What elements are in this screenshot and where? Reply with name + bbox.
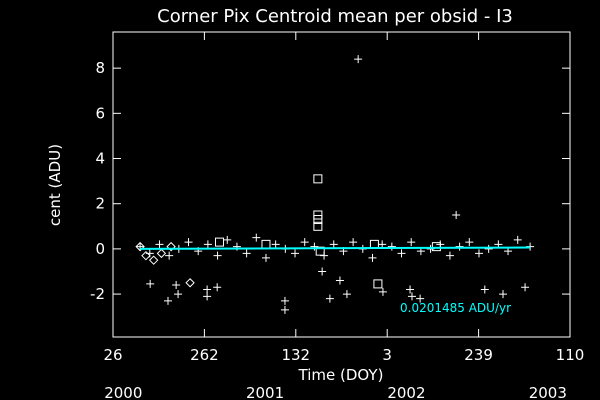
plus-marker xyxy=(498,290,507,299)
diamond-marker xyxy=(166,241,176,252)
x-tick-label: 132 xyxy=(281,346,310,364)
square-marker xyxy=(373,279,383,289)
plus-marker xyxy=(378,240,387,249)
plus-marker xyxy=(203,285,212,294)
plus-marker xyxy=(445,251,454,260)
x-tick-label: 3 xyxy=(382,346,392,364)
plus-marker xyxy=(261,253,270,262)
y-tick-label: -2 xyxy=(90,285,105,303)
plus-marker xyxy=(335,276,344,285)
square-marker xyxy=(313,221,323,231)
plus-marker xyxy=(378,287,387,296)
plus-marker xyxy=(329,240,338,249)
year-label: 2003 xyxy=(529,384,567,400)
year-label: 2000 xyxy=(104,384,142,400)
diamond-marker xyxy=(135,241,145,252)
y-tick-label: 4 xyxy=(95,150,105,168)
plus-marker xyxy=(213,283,222,292)
plus-marker xyxy=(291,249,300,258)
x-axis-label: Time (DOY) xyxy=(298,366,384,384)
diamond-marker xyxy=(148,255,159,265)
y-tick-label: 8 xyxy=(95,59,105,77)
x-tick-label: 26 xyxy=(103,346,122,364)
plus-marker xyxy=(165,251,174,260)
plus-marker xyxy=(407,292,416,301)
square-marker xyxy=(313,174,323,184)
plus-marker xyxy=(480,285,489,294)
plot-frame xyxy=(112,31,571,338)
x-tick-label: 110 xyxy=(556,346,585,364)
diamond-marker xyxy=(141,250,151,261)
plus-marker xyxy=(252,233,261,242)
plus-marker xyxy=(342,290,351,299)
plus-marker xyxy=(223,235,232,244)
plus-marker xyxy=(349,238,358,247)
plus-marker xyxy=(155,240,164,249)
plus-marker xyxy=(146,279,155,288)
diamond-marker xyxy=(185,278,195,288)
plus-marker xyxy=(203,240,212,249)
x-tick-label: 239 xyxy=(464,346,493,364)
plus-marker xyxy=(271,240,280,249)
y-tick-label: 2 xyxy=(95,195,105,213)
plus-marker xyxy=(318,267,327,276)
plus-marker xyxy=(387,242,396,251)
plus-marker xyxy=(300,238,309,247)
square-marker xyxy=(315,246,325,256)
square-marker xyxy=(431,242,441,252)
square-marker xyxy=(313,210,323,220)
plus-marker xyxy=(426,244,435,253)
plus-marker xyxy=(416,294,425,303)
x-tick-label: 262 xyxy=(190,346,219,364)
plus-marker xyxy=(474,249,483,258)
diamond-marker xyxy=(156,248,167,259)
plus-marker xyxy=(213,251,222,260)
y-tick-label: 0 xyxy=(95,240,105,258)
y-axis-label: cent (ADU) xyxy=(46,144,64,226)
plus-marker xyxy=(203,292,212,301)
fit-line xyxy=(140,246,531,250)
plus-marker xyxy=(397,249,406,258)
square-marker xyxy=(313,215,323,225)
plus-marker xyxy=(184,238,193,247)
plus-marker xyxy=(174,290,183,299)
plus-marker xyxy=(513,235,522,244)
chart-title: Corner Pix Centroid mean per obsid - I3 xyxy=(157,6,513,27)
plus-marker xyxy=(406,285,415,294)
year-label: 2001 xyxy=(246,384,284,400)
plus-marker xyxy=(354,55,363,64)
plus-marker xyxy=(368,253,377,262)
plus-marker xyxy=(280,296,289,305)
plus-marker xyxy=(521,283,530,292)
plus-marker xyxy=(280,305,289,314)
plus-marker xyxy=(172,281,181,290)
plus-marker xyxy=(465,238,474,247)
fit-annotation: 0.0201485 ADU/yr xyxy=(400,301,511,315)
year-label: 2002 xyxy=(387,384,425,400)
y-tick-label: 6 xyxy=(95,104,105,122)
plus-marker xyxy=(310,242,319,251)
plus-marker xyxy=(455,242,464,251)
plus-marker xyxy=(484,244,493,253)
plus-marker xyxy=(242,249,251,258)
plus-marker xyxy=(136,242,145,251)
square-marker xyxy=(215,237,225,247)
plus-marker xyxy=(325,294,334,303)
plus-marker xyxy=(452,211,461,219)
plus-marker xyxy=(163,296,172,305)
plus-marker xyxy=(407,238,416,247)
